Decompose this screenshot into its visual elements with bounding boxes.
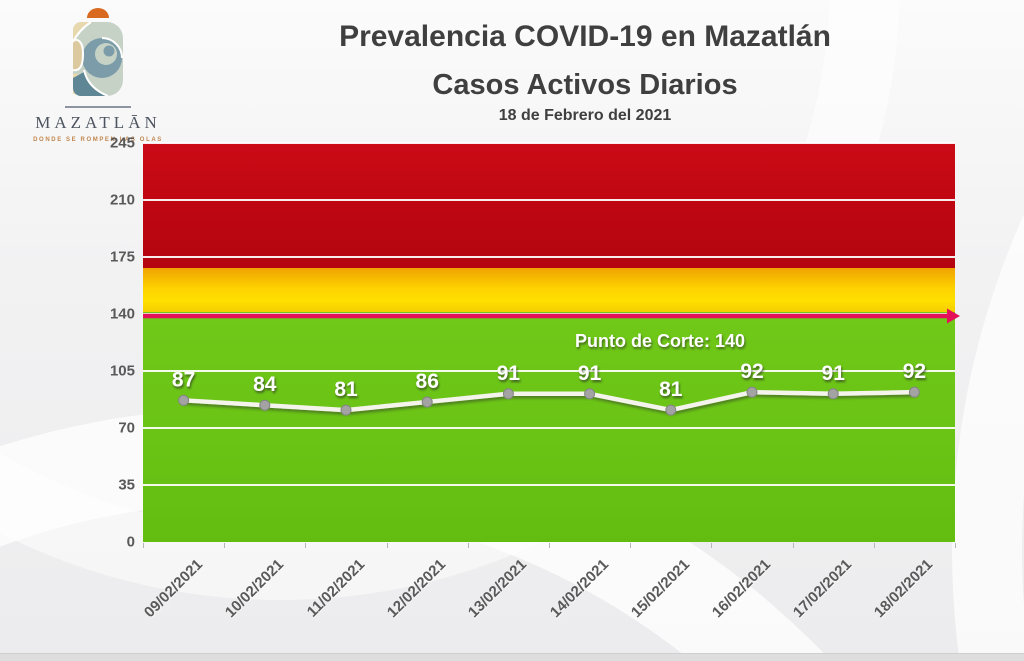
x-tick-label: 09/02/2021 <box>140 556 206 622</box>
data-point-marker <box>502 388 514 400</box>
gridline-105 <box>143 370 955 372</box>
x-tick-label: 17/02/2021 <box>790 556 856 622</box>
x-axis-tick <box>467 543 469 548</box>
y-tick-label: 70 <box>118 419 135 437</box>
shell-icon <box>72 21 123 97</box>
plot-area: Punto de Corte: 140 87 84 81 86 91 91 81 92 91 92 <box>143 142 960 542</box>
data-point-label: 91 <box>822 362 846 385</box>
x-tick-label: 14/02/2021 <box>546 556 612 622</box>
data-point-label: 91 <box>497 362 521 385</box>
x-axis-tick <box>711 543 713 548</box>
data-point-label: 91 <box>578 362 602 385</box>
chart-title: Prevalencia COVID-19 en Mazatlán <box>339 20 831 53</box>
data-point-label: 81 <box>659 378 683 401</box>
x-axis-tick <box>549 543 550 548</box>
title-block: Prevalencia COVID-19 en Mazatlán Casos A… <box>235 20 935 125</box>
x-axis-ticks <box>143 542 956 550</box>
y-tick-label: 245 <box>109 134 135 152</box>
y-tick-label: 175 <box>109 248 135 266</box>
logo-tagline: DONDE SE ROMPEN LAS OLAS <box>33 137 163 143</box>
background-swirl-right <box>952 0 1024 661</box>
data-point-label: 92 <box>740 360 763 383</box>
series-layer: Punto de Corte: 140 87 84 81 86 91 91 81 92 91 92 <box>143 308 960 416</box>
series-line <box>181 389 917 413</box>
y-tick-label: 210 <box>109 191 135 209</box>
x-tick-label: 18/02/2021 <box>871 556 937 622</box>
x-tick-label: 15/02/2021 <box>627 556 693 622</box>
gridline-210 <box>143 199 955 201</box>
logo-divider <box>65 106 131 108</box>
data-point-label: 87 <box>172 368 195 391</box>
active-cases-chart: Punto de Corte: 140 87 84 81 86 91 91 81 92 91 92 … <box>110 135 960 621</box>
x-axis-tick <box>873 543 875 548</box>
shell-sun-icon <box>72 8 123 97</box>
cutoff-arrow-icon <box>947 308 960 324</box>
chart-subtitle: Casos Activos Diarios <box>432 69 738 101</box>
sun-icon <box>87 8 109 18</box>
data-point-marker <box>421 396 433 408</box>
zone-yellow <box>143 268 955 313</box>
data-point-label: 81 <box>334 378 358 401</box>
cutoff-label: Punto de Corte: 140 <box>575 331 745 351</box>
x-axis-tick <box>630 543 632 548</box>
gridline-175 <box>143 256 955 258</box>
x-axis-tick <box>224 543 226 548</box>
chart-date: 18 de Febrero del 2021 <box>498 106 672 124</box>
data-point-marker <box>584 388 596 400</box>
zone-red <box>143 143 955 269</box>
x-tick-label: 10/02/2021 <box>221 556 287 622</box>
gridline-70 <box>143 427 955 429</box>
gridline-245 <box>143 142 955 144</box>
x-tick-label: 16/02/2021 <box>708 556 775 622</box>
y-tick-label: 140 <box>109 305 135 323</box>
data-point-label: 92 <box>903 360 926 383</box>
data-point-label: 86 <box>416 370 439 393</box>
x-tick-label: 11/02/2021 <box>303 556 369 621</box>
data-point-marker <box>746 386 758 398</box>
slide-bottom-edge <box>0 653 1024 661</box>
x-tick-label: 12/02/2021 <box>384 556 450 622</box>
y-tick-label: 105 <box>109 362 135 380</box>
x-axis-tick <box>386 543 388 548</box>
x-tick-label: 13/02/2021 <box>465 556 531 622</box>
data-point-label: 84 <box>253 373 277 396</box>
x-axis-tick <box>955 543 956 548</box>
data-point-marker <box>908 386 920 398</box>
y-axis: 0 35 70 105 140 175 210 245 <box>91 135 135 551</box>
x-axis-tick <box>143 543 144 548</box>
gridline-35 <box>143 484 955 486</box>
logo-wordmark: MAZATLĀN <box>35 113 161 132</box>
x-axis-tick <box>305 543 307 548</box>
data-point-marker <box>827 388 839 400</box>
data-point-marker <box>259 399 271 411</box>
y-tick-label: 0 <box>126 533 135 551</box>
y-tick-label: 35 <box>118 476 135 494</box>
data-point-marker <box>340 404 352 416</box>
mazatlan-logo: MAZATLĀN DONDE SE ROMPEN LAS OLAS <box>12 6 184 143</box>
x-axis-tick <box>792 543 794 548</box>
data-point-marker <box>178 394 190 406</box>
data-point-marker <box>665 404 677 416</box>
